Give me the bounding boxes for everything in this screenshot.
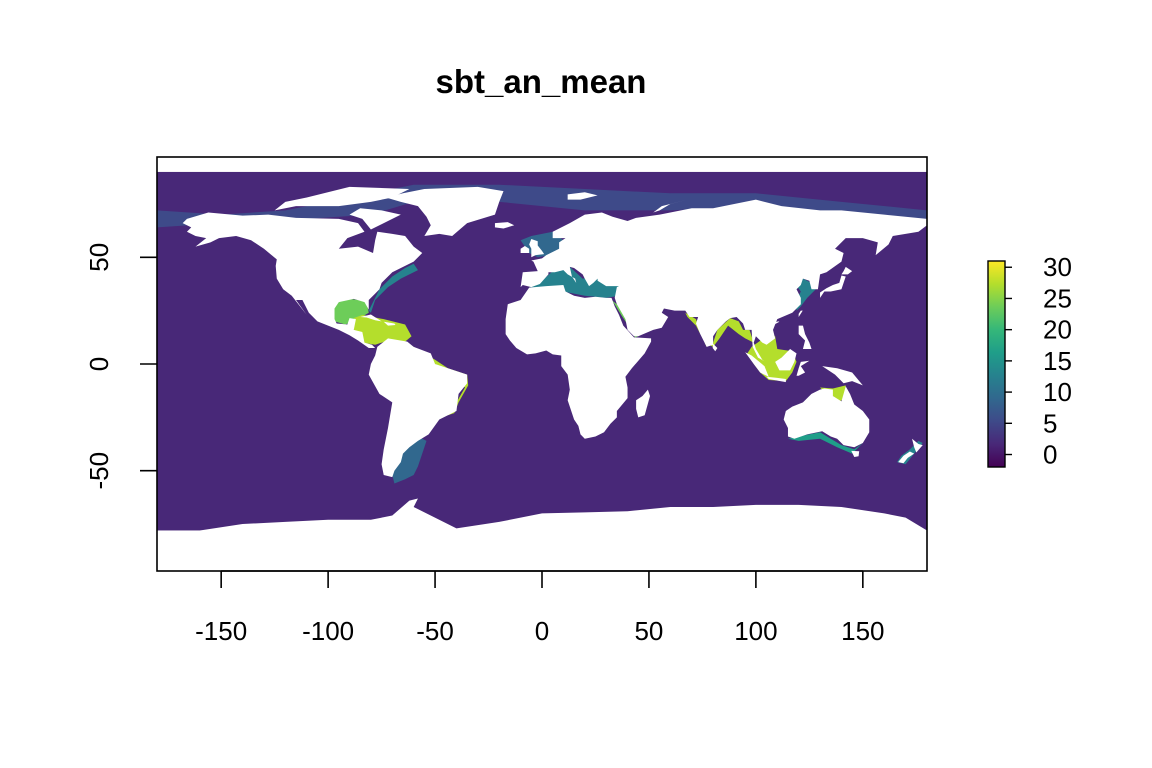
region-caribbean-sea: [353, 314, 412, 345]
land-sumatra: [745, 352, 769, 377]
x-tick-label: 150: [841, 616, 884, 646]
land-novaya-zemlya: [653, 199, 688, 213]
land-south-america: [368, 338, 468, 478]
land-japan: [820, 275, 846, 298]
land-tasmania: [851, 450, 860, 458]
map-title: sbt_an_mean: [436, 63, 647, 100]
land-ireland: [520, 245, 530, 254]
y-tick-label: -50: [84, 452, 114, 490]
land-madagascar: [636, 389, 651, 418]
x-tick-label: -150: [195, 616, 247, 646]
y-axis: -50 0 50: [84, 243, 157, 490]
land-taiwan: [798, 310, 803, 318]
colorbar-tick-label: 5: [1043, 408, 1057, 438]
land-new-zealand-south: [898, 451, 915, 464]
land-baffin: [349, 208, 401, 230]
land-java: [766, 376, 786, 383]
colorbar-tick-label: 0: [1043, 440, 1057, 470]
region-mediterranean-sea: [529, 266, 619, 298]
land-arctic-islands: [274, 186, 410, 211]
land-mask: [157, 186, 927, 571]
land-sulawesi: [796, 360, 810, 376]
map-plot-area: [157, 171, 927, 571]
land-cuba: [360, 314, 382, 322]
colorbar-ramp: [987, 260, 1006, 468]
region-us-east-coast-shelf: [368, 263, 418, 313]
land-borneo: [775, 349, 797, 371]
land-hokkaido: [841, 266, 853, 275]
y-tick-label: 0: [84, 357, 114, 371]
x-tick-label: -50: [416, 616, 454, 646]
land-hainan: [774, 321, 780, 325]
x-tick-label: 100: [734, 616, 777, 646]
y-tick-label: 50: [84, 243, 114, 272]
land-new-guinea: [822, 366, 863, 386]
region-bering-arctic-shelves: [157, 184, 927, 228]
region-indian-shelf: [685, 312, 754, 347]
land-north-america: [182, 212, 423, 348]
colorbar-tick-label: 30: [1043, 252, 1072, 282]
land-hispaniola: [383, 321, 396, 326]
land-new-zealand-north: [912, 438, 923, 453]
land-britain: [529, 238, 545, 258]
region-south-australia-shelf: [787, 432, 863, 454]
x-tick-label: 50: [634, 616, 663, 646]
land-greenland: [385, 186, 504, 236]
land-africa: [505, 285, 652, 439]
x-axis: -150 -100 -50 0 50 100 150: [195, 570, 885, 646]
x-tick-label: 0: [535, 616, 549, 646]
colorbar-tick-label: 20: [1043, 315, 1072, 345]
land-svalbard: [567, 192, 598, 200]
land-sri-lanka: [712, 343, 718, 352]
colorbar-tick-label: 25: [1043, 283, 1072, 313]
land-australia: [783, 386, 870, 448]
land-antarctica: [157, 498, 927, 571]
colorbar-tick-label: 10: [1043, 377, 1072, 407]
land-eurasia: [520, 199, 927, 362]
x-tick-label: -100: [302, 616, 354, 646]
region-patagonian-shelf: [392, 436, 427, 484]
region-red-sea: [611, 299, 639, 338]
colorbar-tick-label: 15: [1043, 346, 1072, 376]
land-philippines: [798, 325, 812, 350]
land-iceland: [494, 222, 515, 229]
